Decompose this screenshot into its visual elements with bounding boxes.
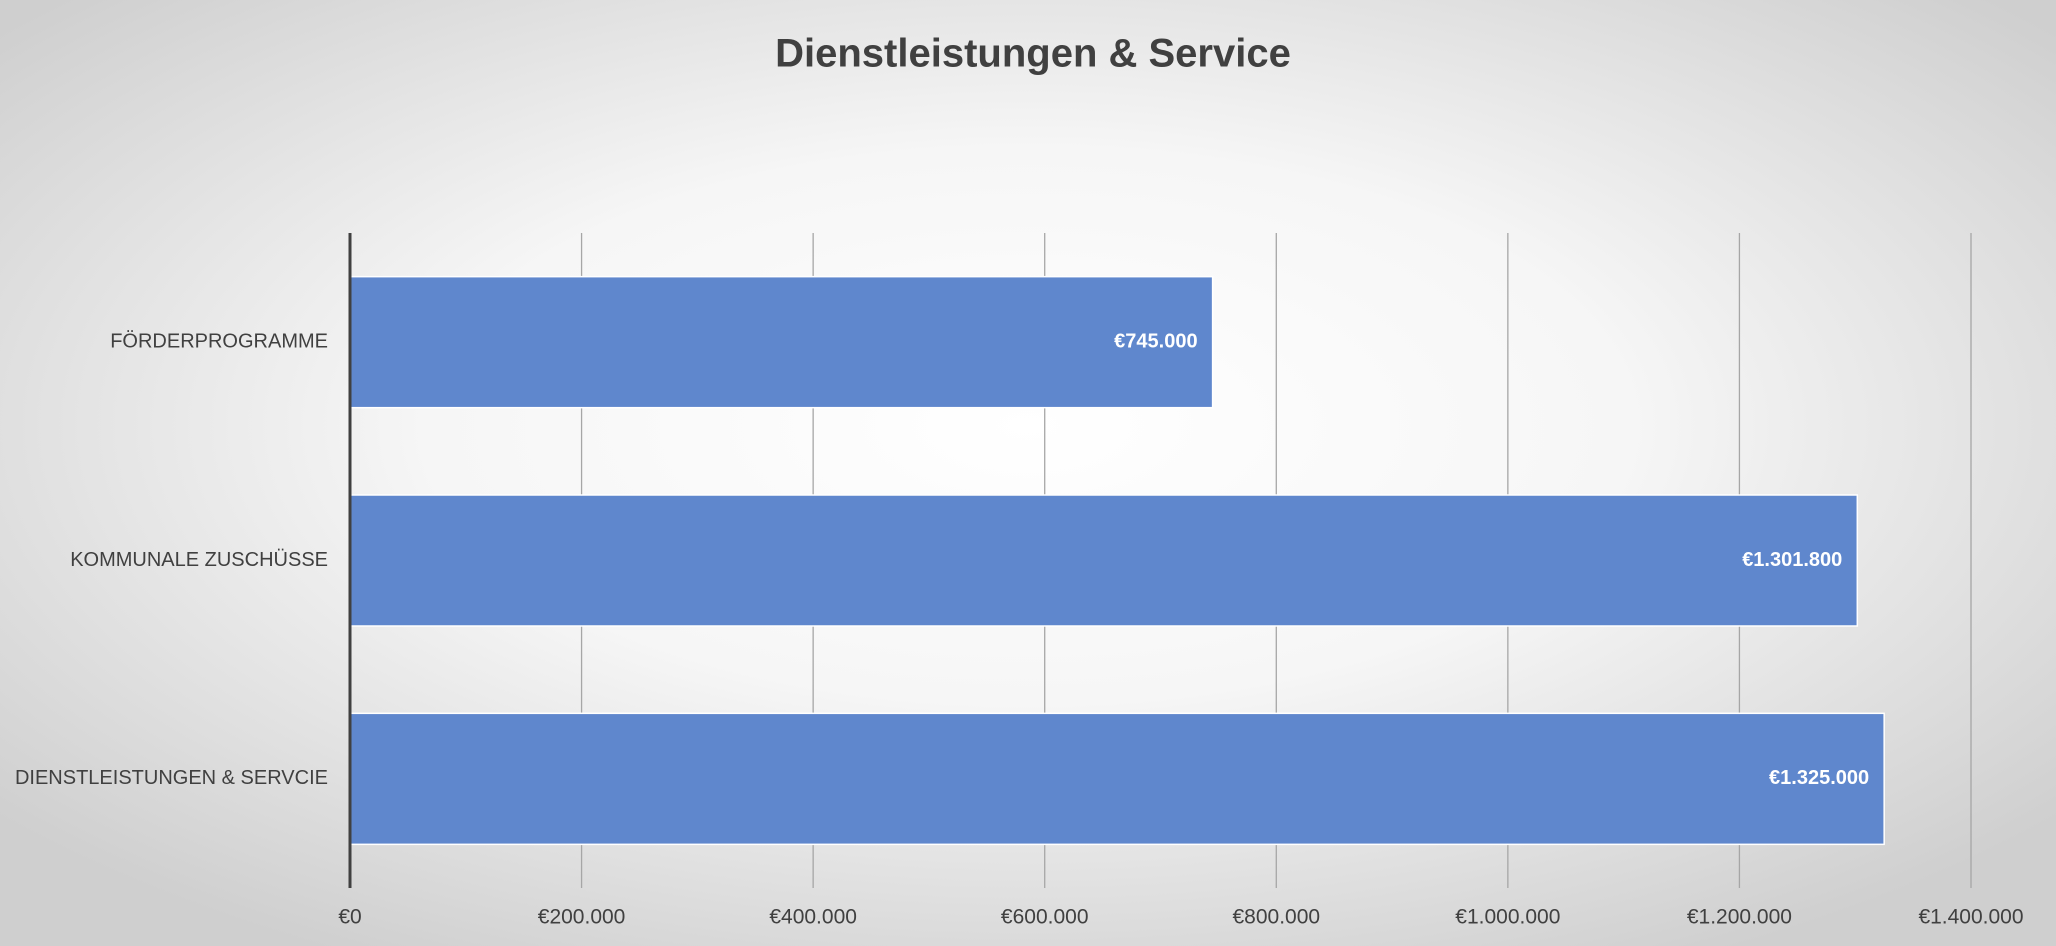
- bar: [349, 275, 1214, 409]
- y-tick-label: DIENSTLEISTUNGEN & SERVCIE: [15, 767, 328, 789]
- x-tick-label: €1.000.000: [1455, 906, 1560, 929]
- x-tick-label: €800.000: [1232, 906, 1320, 929]
- data-label: €745.000: [1114, 330, 1197, 352]
- y-tick-label: FÖRDERPROGRAMME: [110, 330, 328, 352]
- x-tick-label: €1.400.000: [1918, 906, 2023, 929]
- y-tick-label: KOMMUNALE ZUSCHÜSSE: [70, 549, 328, 571]
- x-tick-label: €600.000: [1001, 906, 1089, 929]
- x-tick-label: €0: [338, 906, 361, 929]
- x-tick-label: €1.200.000: [1687, 906, 1792, 929]
- data-label: €1.325.000: [1769, 767, 1869, 789]
- bar: [349, 712, 1885, 846]
- x-tick-label: €400.000: [769, 906, 857, 929]
- x-tick-label: €200.000: [538, 906, 626, 929]
- chart-title: Dienstleistungen & Service: [775, 32, 1291, 76]
- bar: [349, 494, 1859, 627]
- data-label: €1.301.800: [1742, 549, 1842, 571]
